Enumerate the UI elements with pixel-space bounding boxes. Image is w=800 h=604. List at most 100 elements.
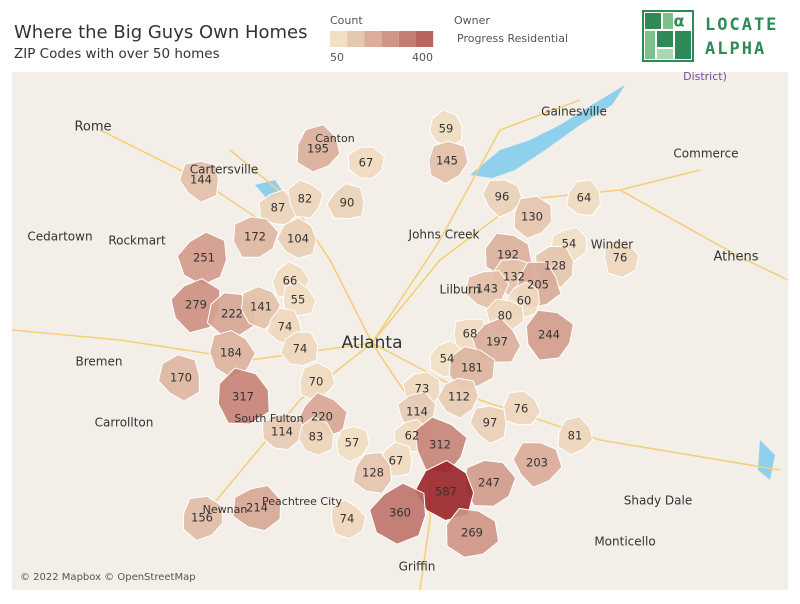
zip-label: 60 [517, 294, 532, 308]
zip-label: 360 [389, 506, 411, 520]
zip-label: 130 [521, 210, 543, 224]
zip-area [262, 413, 303, 451]
zip-area [157, 354, 200, 402]
city-label: Newnan [203, 503, 248, 516]
zip-label: 55 [291, 293, 306, 307]
zip-area [347, 146, 385, 180]
zip-label: 279 [185, 298, 207, 312]
zip-label: 57 [345, 436, 360, 450]
zip-area [298, 416, 335, 456]
zip-label: 312 [429, 438, 451, 452]
zip-area [232, 484, 282, 532]
legend-min: 50 [330, 51, 344, 64]
zip-label: 54 [440, 352, 455, 366]
zip-label: 67 [359, 156, 374, 170]
zip-label: 87 [271, 201, 286, 215]
zip-label: 68 [463, 327, 478, 341]
legend-swatch [364, 31, 382, 47]
zip-area [326, 183, 365, 220]
zip-label: 54 [562, 237, 577, 251]
zip-label: 222 [221, 307, 243, 321]
map: 144 195 67 59 145 87 82 90 96 64 172 104 130 54 76 251 1… [12, 70, 788, 590]
legend-swatch [347, 31, 365, 47]
zip-label: 83 [309, 430, 324, 444]
svg-text:α: α [674, 12, 685, 31]
zip-label: 141 [250, 300, 272, 314]
zip-area [513, 195, 553, 240]
logo-line2: ALPHA [705, 39, 766, 59]
zip-label: 73 [415, 382, 430, 396]
zip-label: 74 [293, 342, 308, 356]
legend-swatch [398, 31, 416, 47]
owner-value: Progress Residential [457, 32, 568, 45]
city-label: Shady Dale [624, 494, 692, 508]
zip-area [178, 160, 219, 203]
zip-area [565, 179, 601, 217]
zip-label: 269 [461, 526, 483, 540]
city-label: Winder [591, 238, 634, 252]
zip-area [182, 495, 224, 542]
zip-label: 62 [405, 429, 420, 443]
zip-area [287, 179, 324, 219]
zip-label: 132 [503, 270, 525, 284]
zip-label: 66 [283, 274, 298, 288]
city-label: Rockmart [108, 234, 166, 248]
zip-label: 128 [362, 466, 384, 480]
zip-area [232, 216, 280, 258]
logo-line1: LOCATE [705, 15, 778, 35]
zip-label: 114 [406, 405, 428, 419]
zip-area [296, 124, 341, 173]
city-label: Canton [315, 132, 354, 145]
zip-label: 82 [298, 192, 313, 206]
city-label: Bremen [76, 355, 123, 369]
zip-label: 172 [244, 230, 266, 244]
subtitle: ZIP Codes with over 50 homes [14, 46, 220, 62]
zip-label: 195 [307, 142, 329, 156]
zip-label: 251 [193, 251, 215, 265]
legend-bar [330, 31, 434, 47]
zip-label: 203 [526, 456, 548, 470]
zip-label: 104 [287, 232, 309, 246]
zip-label: 192 [497, 248, 519, 262]
city-label: Atlanta [342, 333, 403, 353]
city-label: Gainesville [541, 105, 607, 119]
city-label: Monticello [594, 535, 655, 549]
zip-label: 156 [191, 511, 213, 525]
zip-area [428, 140, 469, 185]
city-label: Commerce [673, 147, 738, 161]
city-label: Peachtree City [262, 495, 342, 508]
zip-area [525, 309, 574, 361]
zip-label: 205 [527, 278, 549, 292]
zip-label: 96 [495, 190, 510, 204]
zip-label: 81 [568, 429, 583, 443]
title: Where the Big Guys Own Homes [14, 22, 308, 43]
city-label: Lilburn [440, 283, 481, 297]
city-label: Cedartown [27, 230, 92, 244]
city-label: District) [683, 70, 727, 83]
zip-label: 59 [439, 122, 454, 136]
zip-label: 80 [498, 309, 513, 323]
legend-swatch [330, 31, 348, 47]
zip-area [469, 405, 507, 444]
zip-label: 74 [278, 320, 293, 334]
zip-area [276, 217, 317, 259]
zip-label: 67 [389, 454, 404, 468]
zip-area [445, 507, 500, 558]
city-label: Cartersville [190, 163, 258, 177]
zip-label: 170 [170, 371, 192, 385]
zip-area [209, 330, 256, 379]
legend-swatch [416, 31, 434, 47]
zip-area [436, 377, 480, 419]
zip-label: 317 [232, 390, 254, 404]
zip-label: 128 [544, 259, 566, 273]
city-label: Johns Creek [408, 228, 480, 242]
zip-area [503, 390, 542, 426]
zip-label: 587 [435, 485, 457, 499]
city-label: Griffin [399, 560, 436, 574]
zip-label: 247 [478, 476, 500, 490]
zip-label: 112 [448, 390, 470, 404]
zip-area [331, 499, 367, 540]
zip-area [299, 361, 336, 402]
owner-label: Owner [454, 14, 490, 27]
